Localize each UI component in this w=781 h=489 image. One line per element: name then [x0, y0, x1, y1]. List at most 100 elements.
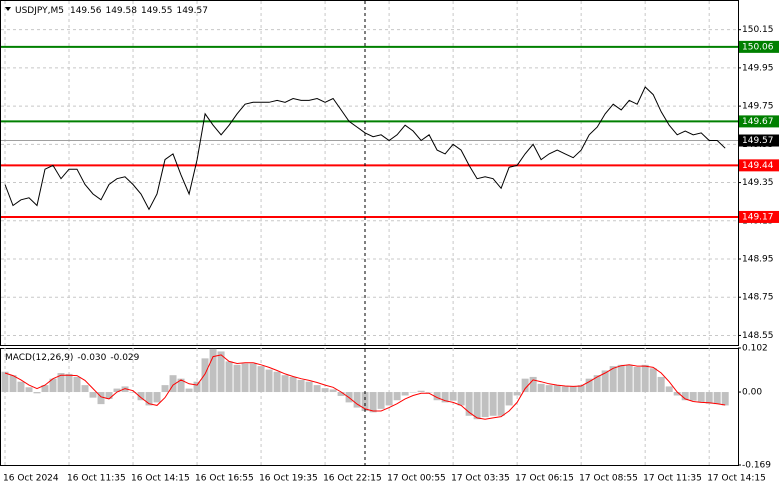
x-tick-label: 17 Oct 00:55	[387, 474, 446, 484]
macd-bar	[89, 392, 97, 398]
macd-bar	[257, 366, 265, 393]
macd-bar	[193, 381, 201, 393]
macd-bar	[25, 387, 33, 393]
level-label-box	[739, 115, 779, 128]
macd-bar	[129, 392, 137, 393]
macd-bar	[73, 376, 81, 393]
macd-bar	[545, 385, 553, 393]
y-tick-label: 150.15	[742, 25, 774, 35]
macd-bar	[209, 348, 217, 393]
macd-bar	[137, 392, 145, 401]
macd-bar	[641, 364, 649, 393]
macd-bar	[697, 392, 705, 403]
y-tick-label: 149.35	[742, 178, 774, 188]
high: 149.58	[105, 6, 137, 16]
macd-bar	[57, 373, 65, 393]
price-line	[4, 86, 726, 211]
macd-bar	[561, 386, 569, 393]
signal-value: -0.029	[110, 353, 139, 363]
current-price-label: 149.57	[742, 136, 774, 146]
macd-bar	[49, 378, 57, 393]
x-tick-label: 16 Oct 22:15	[323, 474, 382, 484]
y-tick-label: 148.75	[742, 293, 774, 303]
macd-bar	[481, 392, 489, 418]
signal-line	[4, 354, 726, 420]
current-price-box	[739, 134, 779, 147]
macd-bar	[409, 392, 417, 393]
macd-bar	[489, 392, 497, 416]
macd-bar	[225, 361, 233, 393]
macd-bar	[33, 392, 41, 394]
macd-bar	[537, 383, 545, 393]
macd-bar	[609, 366, 617, 393]
macd-bar	[377, 392, 385, 409]
macd-bar	[465, 392, 473, 416]
macd-bar	[553, 385, 561, 393]
macd-bar	[393, 392, 401, 401]
level-label-box	[739, 40, 779, 53]
macd-bar	[265, 369, 273, 393]
macd-value: -0.030	[77, 353, 106, 363]
level-label-box	[739, 210, 779, 223]
macd-bar	[201, 358, 209, 393]
macd-bar	[185, 388, 193, 393]
y-tick-label: 0.102	[742, 344, 768, 354]
macd-bar	[161, 385, 169, 393]
low: 149.55	[141, 6, 173, 16]
y-tick-label: -0.169	[742, 461, 771, 471]
symbol: USDJPY,M5	[15, 6, 64, 16]
macd-bar	[673, 392, 681, 396]
macd-bar	[513, 392, 521, 396]
macd-bar	[441, 392, 449, 403]
macd-bar	[9, 375, 17, 393]
macd-bar	[169, 375, 177, 393]
macd-bar	[457, 392, 465, 406]
macd-bar	[417, 390, 425, 393]
x-tick-label: 16 Oct 16:55	[195, 474, 254, 484]
macd-bar	[329, 389, 337, 393]
price-header: USDJPY,M5 149.56 149.58 149.55 149.57	[15, 6, 208, 16]
macd-bar	[689, 392, 697, 401]
macd-bar	[233, 364, 241, 393]
macd-bar	[385, 392, 393, 406]
x-tick-label: 17 Oct 03:35	[451, 474, 510, 484]
macd-bar	[41, 385, 49, 393]
open: 149.56	[70, 6, 102, 16]
macd-bar	[713, 392, 721, 405]
level-label-box	[739, 159, 779, 172]
macd-bar	[633, 366, 641, 393]
macd-bar	[65, 373, 73, 393]
macd-bar	[401, 392, 409, 396]
macd-bar	[473, 392, 481, 420]
macd-bar	[705, 392, 713, 404]
macd-title: MACD(12,26,9)	[5, 353, 73, 363]
macd-bar	[617, 364, 625, 393]
level-label: 149.67	[742, 117, 774, 127]
x-tick-label: 16 Oct 11:35	[67, 474, 126, 484]
macd-bar	[721, 392, 729, 406]
macd-bar	[625, 364, 633, 393]
macd-bar	[105, 392, 113, 399]
macd-bar	[81, 385, 89, 393]
x-tick-label: 17 Oct 08:55	[579, 474, 638, 484]
macd-bar	[305, 381, 313, 393]
macd-bar	[217, 351, 225, 393]
macd-bar	[281, 375, 289, 393]
x-tick-label: 16 Oct 2024	[3, 474, 59, 484]
macd-bar	[241, 363, 249, 393]
macd-bar	[361, 392, 369, 412]
macd-bar	[665, 386, 673, 393]
close: 149.57	[176, 6, 208, 16]
macd-bar	[577, 385, 585, 393]
macd-bar	[593, 375, 601, 393]
price-panel	[0, 0, 739, 346]
macd-bar	[273, 371, 281, 393]
y-tick-label: 149.75	[742, 102, 774, 112]
macd-bar	[529, 376, 537, 393]
macd-bar	[313, 385, 321, 393]
macd-bar	[113, 388, 121, 393]
x-tick-label: 17 Oct 06:15	[515, 474, 574, 484]
macd-bar	[433, 392, 441, 401]
